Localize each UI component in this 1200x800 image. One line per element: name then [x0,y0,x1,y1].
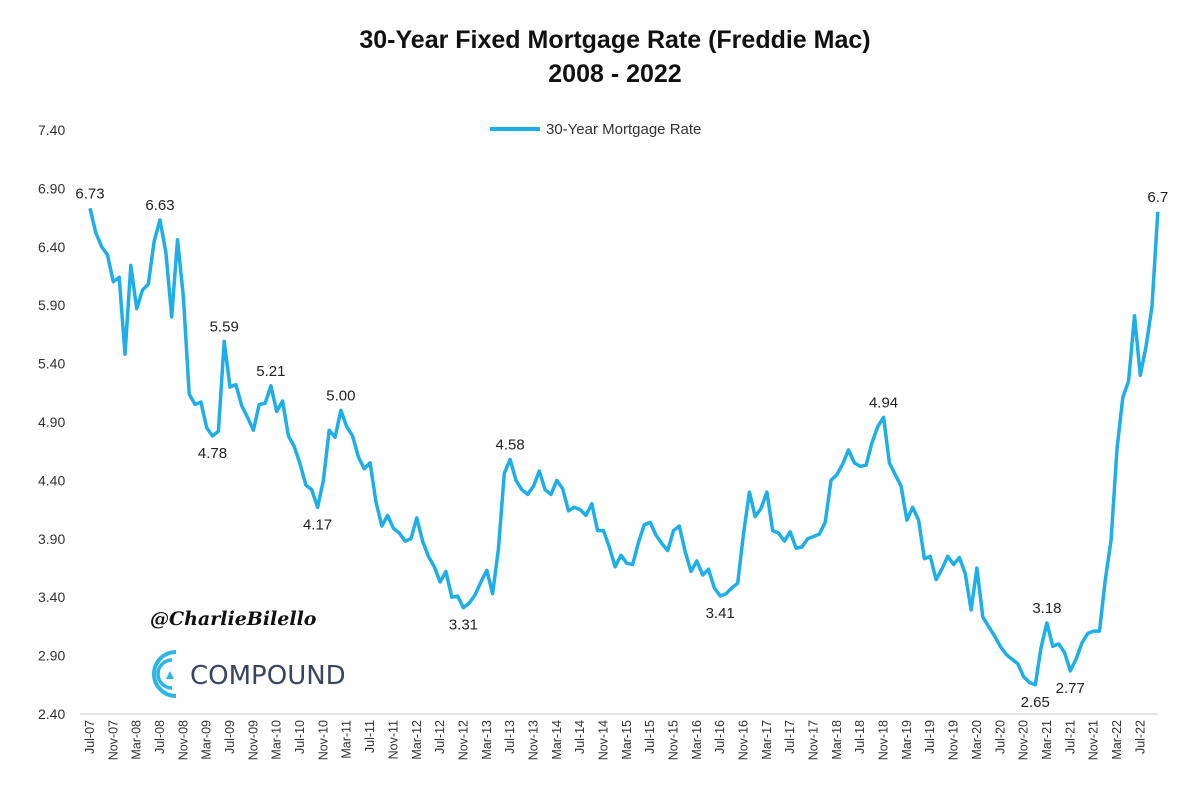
x-tick-label: Mar-10 [270,720,284,760]
x-tick-label: Mar-13 [480,720,494,760]
data-label: 6.7 [1147,189,1168,206]
data-label: 4.17 [303,516,332,533]
x-tick-label: Mar-11 [340,720,354,759]
x-tick-label: Nov-15 [667,720,681,760]
x-tick-label: Mar-12 [410,720,424,760]
data-label: 3.18 [1032,600,1061,617]
x-tick-label: Nov-08 [176,720,190,760]
x-tick-label: Jul-14 [573,720,587,754]
data-label: 5.00 [326,387,355,404]
x-tick-label: Mar-15 [620,720,634,760]
x-tick-label: Jul-09 [223,720,237,754]
x-tick-label: Jul-08 [153,720,167,754]
x-tick-label: Nov-07 [106,720,120,760]
series-line-30-year-mortgage-rate [88,207,1160,687]
x-tick-label: Nov-13 [526,720,540,760]
y-tick-label: 4.40 [38,472,65,488]
x-tick-label: Nov-19 [947,720,961,760]
x-tick-label: Jul-18 [853,720,867,754]
y-tick-label: 2.90 [38,648,65,664]
x-tick-label: Mar-08 [130,720,144,760]
x-tick-label: Nov-20 [1017,720,1031,760]
author-handle: @CharlieBilello [150,608,317,630]
y-tick-label: 3.40 [38,589,65,605]
y-tick-label: 6.90 [38,180,65,196]
x-tick-label: Jul-22 [1133,720,1147,754]
x-tick-label: Nov-09 [246,720,260,760]
x-tick-label: Jul-10 [293,720,307,754]
x-tick-label: Jul-19 [923,720,937,754]
chart-title: 30-Year Fixed Mortgage Rate (Freddie Mac… [359,26,870,54]
x-tick-label: Jul-20 [993,720,1007,754]
legend: 30-Year Mortgage Rate [490,121,701,138]
x-tick-label: Jul-13 [503,720,517,754]
data-label: 4.58 [496,436,525,453]
x-tick-label: Jul-11 [363,720,377,753]
x-tick-label: Nov-17 [807,720,821,760]
x-tick-label: Mar-21 [1040,720,1054,760]
x-tick-label: Jul-07 [83,720,97,754]
y-tick-label: 6.40 [38,239,65,255]
chart-subtitle: 2008 - 2022 [548,60,681,88]
x-tick-label: Nov-11 [386,720,400,759]
y-tick-label: 2.40 [38,706,65,722]
plot-area [88,207,1160,687]
x-tick-label: Nov-16 [737,720,751,760]
x-tick-label: Jul-16 [713,720,727,754]
y-tick-label: 5.90 [38,297,65,313]
x-tick-label: Mar-20 [970,720,984,760]
x-tick-label: Nov-12 [456,720,470,760]
x-tick-label: Jul-21 [1063,720,1077,754]
x-tick-label: Nov-10 [316,720,330,760]
data-label: 6.73 [75,185,104,202]
data-label: 2.65 [1021,694,1050,711]
x-tick-label: Jul-12 [433,720,447,754]
compound-logo-icon [152,650,177,698]
legend-label: 30-Year Mortgage Rate [546,121,701,138]
brand-name: COMPOUND [190,661,346,691]
x-tick-label: Mar-17 [760,720,774,760]
x-tick-label: Jul-15 [643,720,657,754]
x-tick-label: Mar-16 [690,720,704,760]
y-tick-label: 4.90 [38,414,65,430]
x-tick-label: Mar-22 [1110,720,1124,760]
x-tick-label: Mar-14 [550,720,564,760]
data-label: 5.59 [210,318,239,335]
data-label: 4.78 [198,445,227,462]
data-label: 3.31 [449,617,478,634]
x-tick-label: Mar-09 [200,720,214,760]
x-tick-label: Nov-18 [877,720,891,760]
data-label: 6.63 [145,197,174,214]
y-tick-label: 3.90 [38,531,65,547]
x-tick-label: Nov-14 [596,720,610,760]
x-tick-label: Mar-19 [900,720,914,760]
data-label: 5.21 [256,363,285,380]
data-label: 4.94 [869,394,898,411]
x-tick-label: Nov-21 [1087,720,1101,760]
y-tick-label: 7.40 [38,122,65,138]
data-labels: 6.73 6.63 5.59 4.78 5.21 4.17 5.00 3.31 4.58 3.41… [75,185,1168,711]
x-tick-label: Jul-17 [783,720,797,754]
data-label: 3.41 [706,605,735,622]
x-tick-label: Mar-18 [830,720,844,760]
data-label: 2.77 [1056,680,1085,697]
x-axis: Jul-07 Nov-07 Mar-08 Jul-08 Nov-08 Mar-09 Jul-… [83,720,1147,760]
watermark: @CharlieBilello COMPOUND [150,608,346,698]
y-tick-label: 5.40 [38,356,65,372]
y-axis: 7.40 6.90 6.40 5.90 5.40 4.90 4.40 3.90 3.40 2.90… [38,122,65,722]
